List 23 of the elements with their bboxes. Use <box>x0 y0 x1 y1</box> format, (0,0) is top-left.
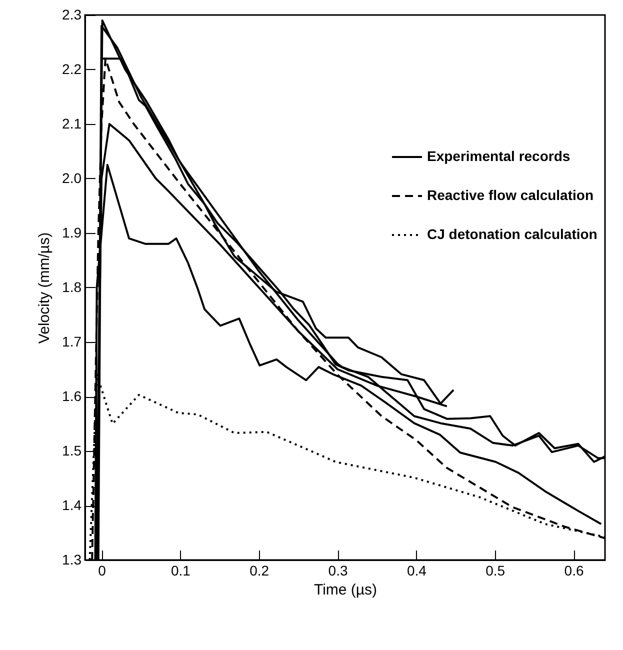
x-tick-label: 0.2 <box>250 562 270 578</box>
y-tick-label: 1.4 <box>62 497 82 513</box>
y-axis-title: Velocity (mm/µs) <box>36 232 54 344</box>
y-tick-label: 1.8 <box>62 279 82 295</box>
y-tick-label: 1.7 <box>62 334 82 350</box>
x-tick-label: 0.4 <box>406 562 427 578</box>
y-tick-label: 2.1 <box>62 116 82 132</box>
x-tick-label: 0 <box>98 562 106 578</box>
y-tick-label: 2.0 <box>62 170 82 186</box>
x-tick-label: 0.1 <box>170 562 191 578</box>
legend-label: CJ detonation calculation <box>427 226 598 242</box>
y-tick-label: 1.6 <box>62 388 82 404</box>
y-tick-label: 1.3 <box>62 552 82 568</box>
legend-label: Experimental records <box>427 148 570 164</box>
x-axis-title: Time (µs) <box>314 582 378 598</box>
y-tick-label: 1.9 <box>62 224 82 240</box>
y-tick-label: 2.2 <box>62 61 82 77</box>
y-tick-label: 1.5 <box>62 442 82 458</box>
x-tick-label: 0.5 <box>486 562 506 578</box>
x-tick-label: 0.6 <box>564 562 584 578</box>
y-tick-label: 2.3 <box>62 6 82 22</box>
legend-label: Reactive flow calculation <box>427 187 594 203</box>
x-tick-label: 0.3 <box>328 562 348 578</box>
